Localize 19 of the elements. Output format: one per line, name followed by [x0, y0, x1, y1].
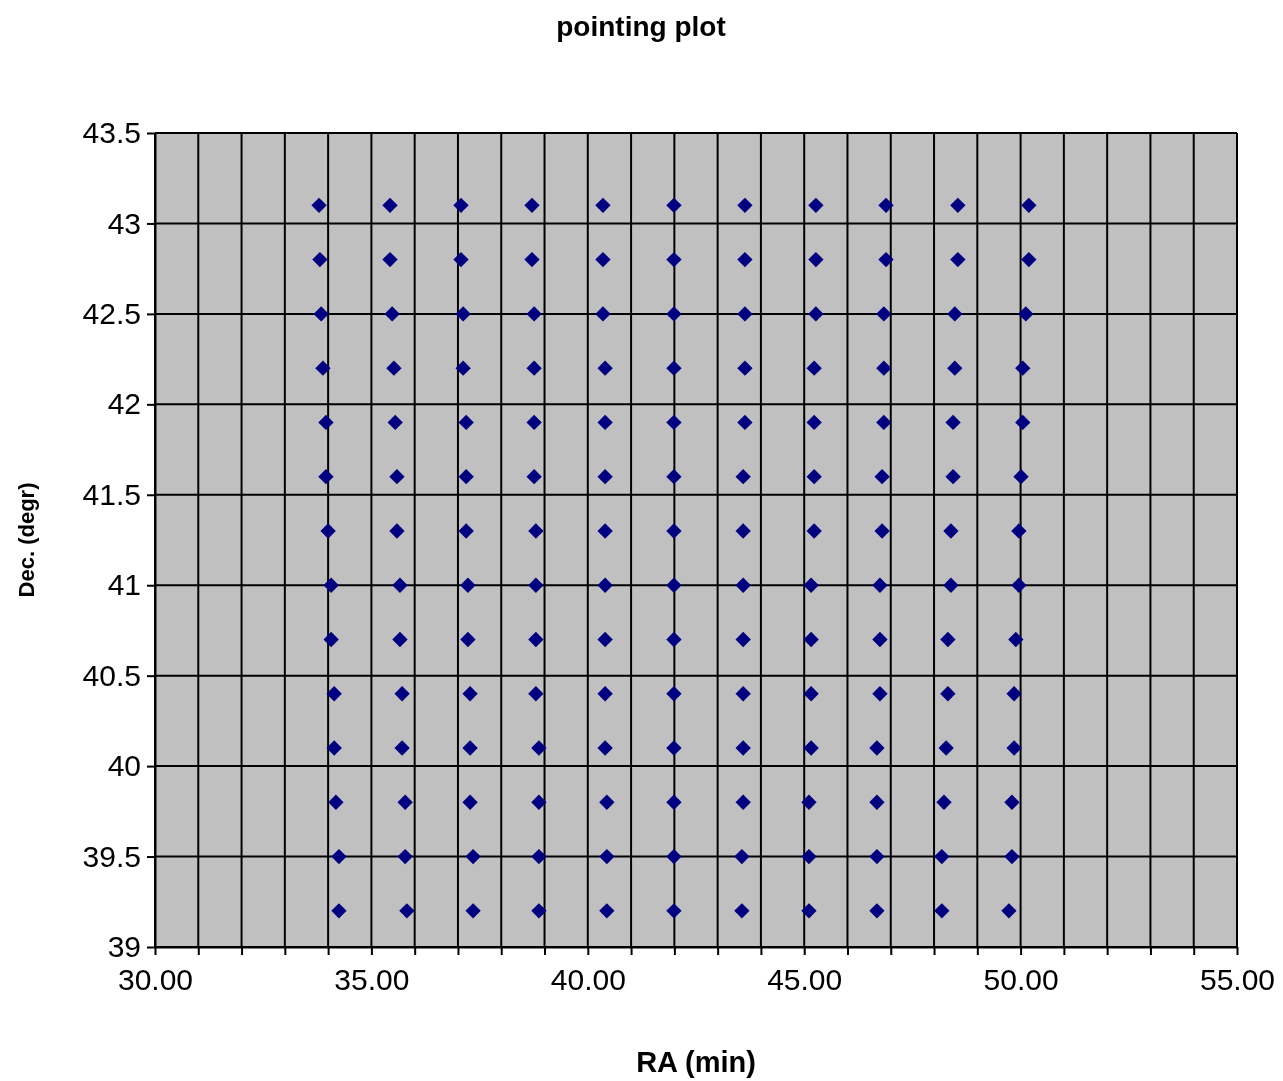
y-tick-label: 41.5	[82, 477, 141, 511]
x-tick-label: 35.00	[334, 963, 410, 997]
y-tick-label: 42	[107, 387, 141, 421]
y-tick-label: 43	[107, 206, 141, 240]
y-tick-label: 43.5	[82, 116, 141, 150]
y-tick-label: 41	[107, 568, 141, 602]
x-tick-label: 55.00	[1199, 963, 1276, 997]
x-axis-title: RA (min)	[636, 1046, 756, 1078]
x-tick-label: 45.00	[767, 963, 843, 997]
chart-title: pointing plot	[556, 11, 726, 42]
x-tick-label: 30.00	[117, 963, 194, 997]
y-tick-label: 40	[107, 749, 141, 783]
y-tick-label: 42.5	[82, 296, 141, 330]
y-tick-label: 40.5	[82, 658, 141, 692]
y-axis-title: Dec. (degr)	[14, 482, 39, 598]
x-tick-label: 40.00	[550, 963, 626, 997]
x-tick-label: 50.00	[983, 963, 1059, 997]
y-tick-label: 39.5	[82, 839, 141, 873]
y-tick-label: 39	[107, 930, 141, 964]
